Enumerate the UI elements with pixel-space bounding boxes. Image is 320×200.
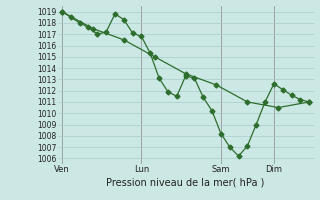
X-axis label: Pression niveau de la mer( hPa ): Pression niveau de la mer( hPa ) — [107, 177, 265, 187]
